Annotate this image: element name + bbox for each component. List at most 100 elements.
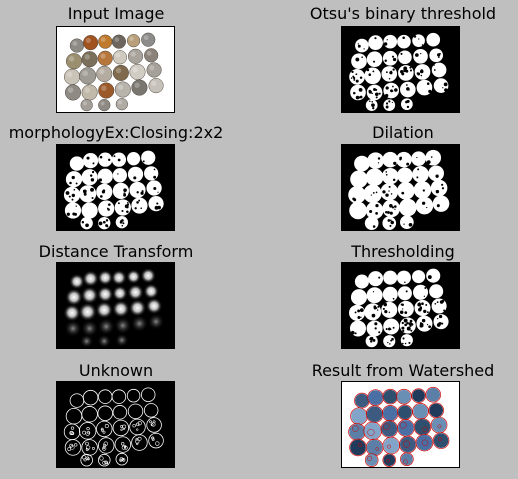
watershed-boundary bbox=[375, 447, 379, 451]
segmented-coin bbox=[416, 434, 433, 451]
coin-blob bbox=[382, 50, 398, 66]
dilation-image bbox=[341, 144, 460, 231]
mask-hole bbox=[410, 323, 414, 326]
mask-hole bbox=[394, 88, 398, 92]
mask-hole bbox=[427, 275, 432, 279]
mask-hole bbox=[154, 205, 159, 210]
coin-highlight bbox=[100, 101, 105, 106]
coin-blob bbox=[65, 171, 83, 188]
mask-hole bbox=[369, 336, 374, 341]
coin-outline bbox=[98, 437, 115, 454]
unknown-fragment bbox=[155, 441, 160, 446]
coin-blob bbox=[364, 67, 381, 85]
mask-hole bbox=[71, 175, 75, 180]
coin-outline bbox=[78, 422, 97, 440]
distance-transform-map bbox=[63, 267, 165, 348]
mask-hole bbox=[355, 73, 358, 76]
distance-peak bbox=[128, 299, 147, 317]
dilation-binary-mask bbox=[348, 149, 450, 230]
unknown-fragment bbox=[135, 442, 139, 446]
coin-highlight bbox=[132, 66, 138, 73]
coin bbox=[96, 65, 113, 82]
watershed-segmentation bbox=[348, 386, 450, 467]
mask-hole bbox=[384, 93, 389, 98]
coin-blob bbox=[365, 201, 384, 220]
coin-blob bbox=[365, 168, 384, 187]
mask-hole bbox=[140, 207, 143, 209]
otsu-binary-mask bbox=[349, 32, 449, 112]
mask-hole bbox=[444, 88, 448, 92]
mask-hole bbox=[102, 220, 106, 224]
coin bbox=[69, 38, 84, 53]
segmented-coin bbox=[355, 393, 369, 408]
mask-hole bbox=[387, 327, 391, 331]
coin-outline bbox=[114, 436, 132, 453]
mask-hole bbox=[393, 161, 397, 165]
mask-hole bbox=[409, 324, 412, 327]
watershed-boundary bbox=[432, 432, 450, 449]
coin-blob bbox=[367, 152, 384, 169]
mask-hole bbox=[368, 73, 372, 76]
coin-outline bbox=[80, 453, 93, 467]
mask-hole bbox=[91, 170, 95, 174]
mask-hole bbox=[426, 323, 429, 326]
unknown-fragment bbox=[120, 442, 125, 446]
mask-hole bbox=[156, 202, 159, 205]
coin-outline bbox=[69, 393, 85, 408]
mask-hole bbox=[390, 220, 394, 225]
mask-hole bbox=[401, 321, 404, 325]
mask-hole bbox=[385, 193, 389, 197]
panel-closing: morphologyEx:Closing:2x2 bbox=[0, 123, 232, 241]
mask-hole bbox=[153, 168, 156, 171]
watershed-boundary bbox=[402, 459, 408, 465]
mask-hole bbox=[402, 36, 405, 40]
coin bbox=[112, 64, 129, 81]
mask-hole bbox=[438, 321, 442, 326]
distance-peak bbox=[78, 302, 97, 322]
mask-hole bbox=[361, 56, 363, 59]
coin bbox=[127, 48, 144, 64]
coin-blob bbox=[429, 284, 444, 299]
mask-hole bbox=[390, 89, 393, 93]
mask-hole bbox=[378, 92, 381, 95]
unknown-fragment bbox=[104, 423, 109, 428]
coin bbox=[80, 99, 93, 112]
mask-hole bbox=[66, 212, 70, 216]
mask-hole bbox=[353, 78, 356, 81]
mask-hole bbox=[385, 328, 388, 331]
panel-title-dilation: Dilation bbox=[372, 123, 434, 142]
mask-hole bbox=[376, 205, 378, 207]
coin-highlight bbox=[84, 54, 90, 60]
mask-hole bbox=[91, 196, 94, 200]
unknown-fragment bbox=[136, 422, 140, 427]
mask-hole bbox=[438, 314, 443, 319]
mask-hole bbox=[117, 202, 120, 205]
coin-blob bbox=[380, 183, 399, 201]
mask-hole bbox=[421, 44, 424, 46]
coin-blob bbox=[413, 284, 429, 300]
mask-hole bbox=[409, 66, 412, 69]
coin-blob bbox=[381, 167, 399, 185]
mask-hole bbox=[433, 64, 435, 66]
mask-hole bbox=[374, 92, 379, 96]
mask-hole bbox=[443, 309, 446, 312]
coin-outline bbox=[143, 403, 159, 418]
coin-blob bbox=[397, 300, 414, 317]
mask-hole bbox=[399, 310, 404, 315]
mask-hole bbox=[86, 156, 90, 160]
mask-hole bbox=[106, 225, 109, 228]
distance-peak bbox=[126, 269, 141, 285]
mask-hole bbox=[117, 158, 121, 162]
mask-hole bbox=[419, 69, 424, 74]
mask-hole bbox=[421, 324, 424, 328]
mask-hole bbox=[71, 198, 74, 201]
coin bbox=[115, 98, 128, 111]
mask-hole bbox=[435, 189, 440, 194]
mask-hole bbox=[357, 44, 361, 48]
mask-hole bbox=[405, 69, 409, 73]
mask-hole bbox=[68, 195, 71, 198]
mask-hole bbox=[355, 79, 359, 83]
unknown-fragment bbox=[70, 426, 75, 430]
coin-highlight bbox=[114, 37, 120, 42]
coin bbox=[129, 63, 146, 81]
